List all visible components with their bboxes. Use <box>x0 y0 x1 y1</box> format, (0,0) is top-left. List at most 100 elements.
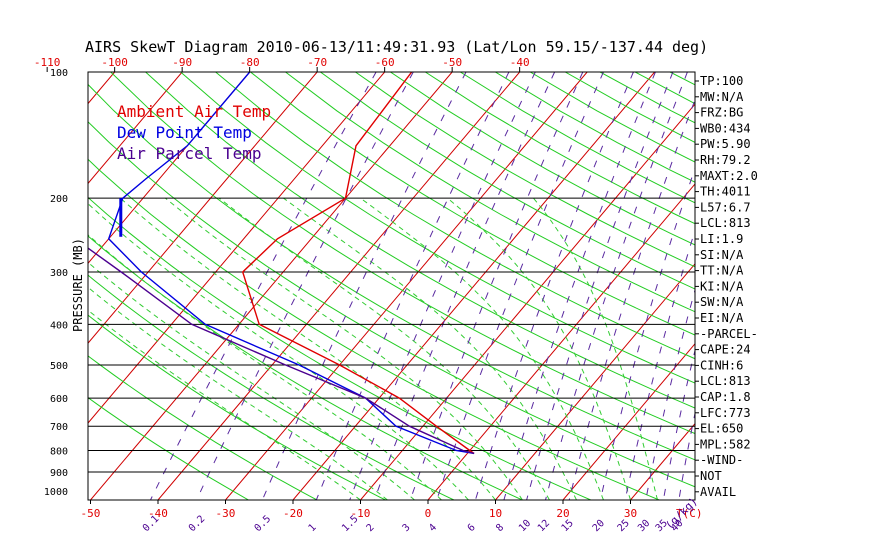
bottom-temp-tick-label: -10 <box>351 507 371 520</box>
moist-adiabat-line <box>88 286 388 500</box>
dry-adiabat-line <box>250 72 695 336</box>
index-label: LCL:813 <box>700 374 751 388</box>
index-label: NOT <box>700 469 722 483</box>
dry-adiabat-line <box>110 72 695 435</box>
dry-adiabat-line <box>320 72 695 290</box>
isotherm-line <box>630 422 695 500</box>
index-label: MAXT:2.0 <box>700 169 758 183</box>
mixing-ratio-line <box>545 72 688 500</box>
index-label: WB0:434 <box>700 121 751 135</box>
top-temp-tick-label: -60 <box>375 56 395 69</box>
mixing-ratio-line <box>150 72 377 500</box>
bottom-temp-tick-label: 30 <box>624 507 637 520</box>
dry-adiabat-line <box>390 72 695 246</box>
pressure-lines <box>88 197 695 473</box>
dry-adiabat-line <box>88 274 455 500</box>
dry-adiabat-line <box>88 196 592 500</box>
pressure-tick-label: 1000 <box>44 487 68 498</box>
isotherm-line <box>495 263 695 500</box>
legend-air-parcel-temp: Air Parcel Temp <box>117 144 262 163</box>
index-label: -WIND- <box>700 453 743 467</box>
top-temp-tick-label: -100 <box>101 56 128 69</box>
index-label: EI:N/A <box>700 311 744 325</box>
pressure-tick-label: 300 <box>50 268 68 279</box>
mixing-ratio-line <box>373 72 556 500</box>
mixing-ratio-line <box>315 72 510 500</box>
moist-adiabat-line <box>283 197 577 500</box>
isotherm-line <box>225 72 588 500</box>
index-label: SW:N/A <box>700 295 744 309</box>
mixing-ratio-line <box>349 72 536 500</box>
top-temp-tick-label: -90 <box>172 56 192 69</box>
bottom-temp-tick-label: -20 <box>283 507 303 520</box>
bottom-temp-tick-label: -50 <box>81 507 101 520</box>
index-label: KI:N/A <box>700 279 744 293</box>
dry-adiabat-line <box>285 72 695 313</box>
index-label: SI:N/A <box>700 248 744 262</box>
pressure-tick-label: 400 <box>50 320 68 331</box>
bottom-temp-tick-label: -40 <box>148 507 168 520</box>
index-label: RH:79.2 <box>700 153 751 167</box>
mixing-ratio-line <box>568 98 695 500</box>
ambient-air-temp-line <box>241 72 475 454</box>
top-temp-tick-label: -110 <box>34 56 61 69</box>
moist-adiabat-line <box>120 197 496 500</box>
pressure-tick-label: 100 <box>50 68 68 79</box>
x-unit-label: T(C) <box>676 507 703 520</box>
dry-adiabat-line <box>180 72 695 384</box>
index-label: -PARCEL- <box>700 327 758 341</box>
isotherm-line <box>90 72 453 500</box>
mixing-ratio-line <box>624 228 695 500</box>
isotherm-line <box>292 72 656 500</box>
mixing-ratio-line <box>474 72 634 500</box>
legend-dew-point-temp: Dew Point Temp <box>117 123 252 142</box>
index-label: TT:N/A <box>700 264 744 278</box>
legend-ambient-air-temp: Ambient Air Temp <box>117 102 271 121</box>
bottom-temp-tick-label: 20 <box>556 507 569 520</box>
mixing-ratio-line <box>503 72 656 500</box>
index-label: MW:N/A <box>700 90 744 104</box>
dry-adiabat-line <box>88 235 523 500</box>
dry-adiabat-line <box>355 72 695 268</box>
series-lines <box>88 72 475 455</box>
index-label: L57:6.7 <box>700 200 751 214</box>
index-label: AVAIL <box>700 485 736 499</box>
moist-adiabat-line <box>88 234 442 500</box>
pressure-tick-label: 200 <box>50 194 68 205</box>
index-label: TP:100 <box>700 74 743 88</box>
bottom-temp-tick-label: -30 <box>216 507 236 520</box>
mixing-ratio-line <box>196 72 414 500</box>
moist-adiabat-line <box>88 203 469 500</box>
dew-point-temp-line <box>107 72 475 455</box>
isotherm-line <box>88 72 318 344</box>
moist-adiabat-line <box>88 309 361 500</box>
mixing-ratio-line <box>261 72 467 500</box>
pressure-tick-label: 500 <box>50 361 68 372</box>
index-label: CINH:6 <box>700 358 743 372</box>
moist-adiabat-line <box>360 197 604 500</box>
mixing-ratio-line <box>599 166 695 500</box>
dry-adiabat-line <box>88 121 695 488</box>
bottom-temp-tick-label: 0 <box>425 507 432 520</box>
dry-adiabat-line <box>88 397 249 500</box>
pressure-tick-label: 700 <box>50 422 68 433</box>
air-parcel-temp-line <box>88 247 475 455</box>
top-temp-tick-label: -70 <box>307 56 327 69</box>
index-label: MPL:582 <box>700 437 751 451</box>
y-axis-label: PRESSURE (MB) <box>71 238 85 332</box>
moist-adiabat-line <box>165 197 523 500</box>
index-label: PW:5.90 <box>700 137 751 151</box>
top-temp-tick-label: -80 <box>240 56 260 69</box>
top-temp-tick-label: -50 <box>442 56 462 69</box>
index-label: CAP:1.8 <box>700 390 751 404</box>
dry-adiabat-line <box>145 72 695 409</box>
bottom-temp-tick-label: 10 <box>489 507 502 520</box>
index-label: TH:4011 <box>700 185 751 199</box>
index-label: LCL:813 <box>700 216 751 230</box>
grid <box>88 72 695 500</box>
isotherm-line <box>157 72 521 500</box>
isotherm-line <box>88 72 183 185</box>
index-label: EL:650 <box>700 422 743 436</box>
